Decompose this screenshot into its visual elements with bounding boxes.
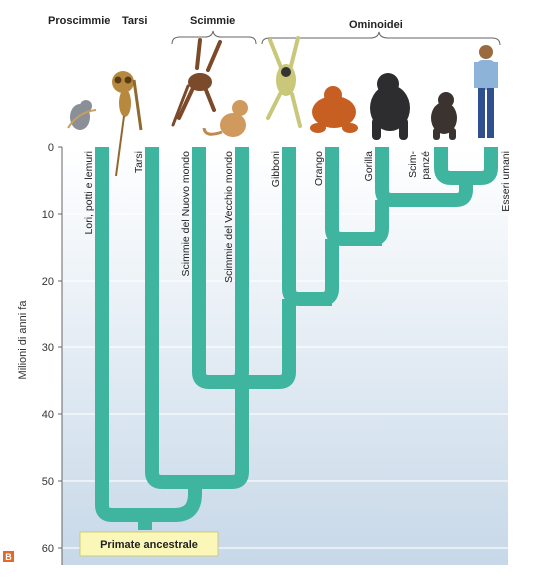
root-label: Primate ancestrale [100, 539, 198, 551]
taxon-label-lori: Lori, potti e lemuri [83, 151, 95, 234]
branch-lori [95, 147, 145, 522]
branch-orango [325, 147, 382, 246]
branch-gorilla [375, 147, 432, 207]
taxon-label-gibboni: Gibboni [270, 151, 282, 187]
y-axis-ticks [58, 146, 62, 549]
group-label-scimmie: Scimmie [190, 15, 235, 27]
taxon-label-vecchio-mondo: Scimmie del Vecchio mondo [223, 151, 235, 283]
y-tick-label-40: 40 [42, 409, 54, 421]
y-tick-label-60: 60 [42, 543, 54, 555]
old-world-monkey-icon [202, 100, 248, 137]
branch-african-stem [371, 200, 389, 246]
human-icon [474, 45, 498, 138]
y-axis-title: Milioni di anni fa [17, 300, 29, 380]
branch-gibboni [282, 147, 332, 306]
chimpanzee-icon [431, 92, 457, 140]
bracket-scimmie [171, 30, 257, 45]
taxon-label-orango: Orango [313, 151, 325, 186]
corner-badge-label: B [5, 552, 12, 562]
tarsier-icon [112, 71, 143, 177]
new-world-monkey-icon [171, 38, 222, 127]
taxon-label-gorilla: Gorilla [363, 151, 375, 182]
tree-branches [95, 147, 498, 530]
branch-great-apes-stem [321, 239, 339, 306]
branch-ominoidei-stem [242, 299, 296, 389]
loris-icon [67, 100, 97, 130]
y-tick-label-20: 20 [42, 276, 54, 288]
orangutan-icon [310, 86, 358, 133]
y-tick-label-10: 10 [42, 209, 54, 221]
corner-badge [3, 551, 14, 562]
taxon-label-scimpanze-part2: panzé [420, 151, 432, 180]
gibbon-icon [266, 36, 302, 128]
y-tick-label-50: 50 [42, 476, 54, 488]
root-box [79, 531, 219, 557]
taxon-label-tarsi: Tarsi [133, 151, 145, 173]
group-label-ominoidei: Ominoidei [349, 19, 403, 31]
gorilla-icon [370, 73, 410, 140]
bracket-ominoidei [261, 31, 501, 46]
group-label-proscimmie: Proscimmie [48, 15, 110, 27]
group-label-tarsi: Tarsi [122, 15, 147, 27]
branch-hominini-stem [432, 178, 473, 207]
taxon-label-umani: Esseri umani [500, 151, 512, 212]
branch-vecchio-mondo [231, 147, 249, 389]
y-tick-label-0: 0 [48, 142, 54, 154]
taxon-label-scimpanze-part1: Scim- [407, 151, 419, 178]
taxon-label-nuovo-mondo: Scimmie del Nuovo mondo [180, 151, 192, 277]
branch-nuovo-mondo [192, 147, 242, 389]
branch-scimmie-stem [195, 382, 249, 489]
y-tick-label-30: 30 [42, 342, 54, 354]
